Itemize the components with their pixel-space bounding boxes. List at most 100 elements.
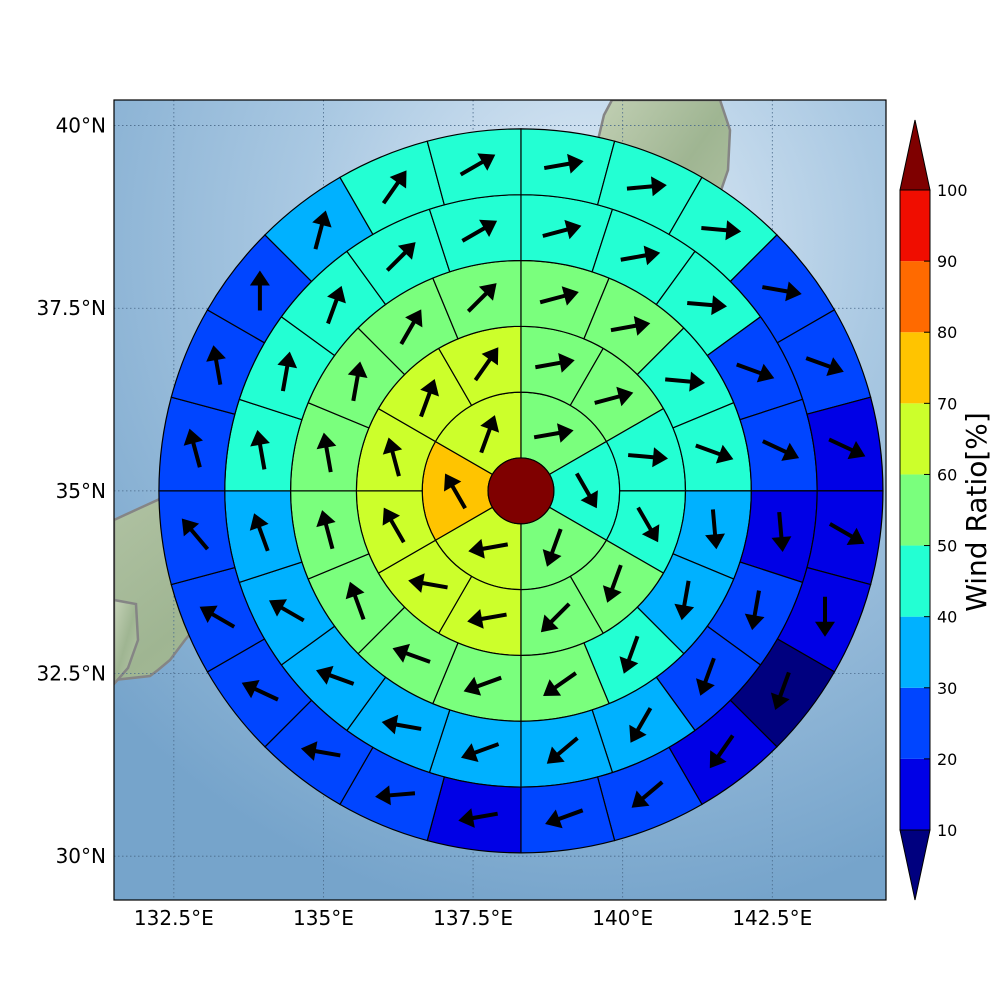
kyushu-fragment <box>114 598 140 686</box>
sector-cell <box>806 396 884 492</box>
y-tick-label: 40°N <box>56 114 106 138</box>
colorbar-bin <box>900 616 930 688</box>
wind-arrow <box>316 510 336 550</box>
colorbar-bin <box>900 261 930 333</box>
wind-arrow <box>736 362 775 383</box>
x-tick-label: 140°E <box>592 906 653 930</box>
wind-arrow <box>381 170 407 205</box>
map-panel <box>113 99 887 901</box>
colorbar-bin <box>900 687 930 759</box>
wind-arrow <box>701 220 742 241</box>
wind-arrow <box>419 379 439 418</box>
wind-arrow <box>533 423 574 443</box>
wind-arrow <box>828 522 865 545</box>
wind-arrow <box>181 518 210 551</box>
wind-arrow <box>629 707 653 743</box>
colorbar-tick-label: 40 <box>937 608 957 627</box>
wind-arrow <box>687 295 727 316</box>
wind-arrow <box>626 176 667 197</box>
wind-arrow <box>805 356 844 376</box>
wind-arrow <box>385 242 416 272</box>
wind-arrow <box>382 437 403 477</box>
colorbar-tick-label: 50 <box>937 537 957 556</box>
colorbar-bin <box>900 332 930 404</box>
wind-arrow <box>542 219 582 240</box>
wind-arrow <box>535 353 575 373</box>
wind-arrow <box>316 665 355 686</box>
wind-arrow <box>375 785 416 806</box>
colorbar-tick-label: 20 <box>937 750 957 769</box>
x-tick-label: 132.5°E <box>134 906 214 930</box>
wind-arrow <box>828 437 866 460</box>
wind-arrow <box>543 153 584 174</box>
colorbar-label: Wind Ratio[%] <box>960 412 993 612</box>
wind-arrow <box>347 361 368 402</box>
wind-arrow <box>631 780 664 808</box>
wind-arrow <box>408 573 448 593</box>
wind-arrow <box>444 473 467 510</box>
wind-arrow <box>312 210 332 250</box>
wind-arrow <box>381 714 422 735</box>
wind-arrow <box>269 599 305 623</box>
colorbar-tick-label: 60 <box>937 465 957 484</box>
colorbar-bin <box>900 545 930 617</box>
colorbar-extend-high <box>899 119 931 191</box>
x-tick-label: 137.5°E <box>433 906 513 930</box>
wind-arrow <box>326 285 346 325</box>
wind-arrow <box>199 605 236 629</box>
wind-arrow <box>594 386 634 407</box>
map-frame <box>113 99 887 901</box>
wind-arrow <box>744 590 765 631</box>
wind-arrow <box>300 741 341 761</box>
y-tick-label: 35°N <box>56 479 106 503</box>
wind-arrow <box>539 286 579 306</box>
wind-arrow <box>466 283 497 313</box>
wind-arrow <box>479 415 500 454</box>
y-tick-label: 30°N <box>56 844 106 868</box>
wind-arrow <box>545 808 584 829</box>
wind-arrow <box>461 742 500 762</box>
wind-arrow <box>610 316 651 336</box>
colorbar-bin <box>900 403 930 475</box>
wind-arrow <box>628 447 668 468</box>
wind-arrows <box>181 153 866 829</box>
wind-arrow <box>249 513 270 552</box>
colorbar-tick-label: 100 <box>937 181 968 200</box>
wind-arrow <box>459 153 496 177</box>
wind-arrow <box>543 671 577 696</box>
wind-arrow <box>695 443 734 464</box>
wind-arrow <box>619 635 640 674</box>
wind-arrow <box>473 347 499 382</box>
colorbar-tick-label: 70 <box>937 394 957 413</box>
wind-arrow <box>620 245 661 266</box>
wind-arrow <box>546 736 579 764</box>
colorbar-bin <box>900 190 930 262</box>
wind-arrow <box>458 808 498 828</box>
wind-arrow <box>709 734 735 769</box>
wind-arrow <box>762 281 802 302</box>
wind-arrow <box>399 309 423 345</box>
wind-arrow <box>636 506 660 543</box>
colorbar-tick-label: 30 <box>937 679 957 698</box>
wind-arrow <box>468 538 509 559</box>
wind-arrow <box>540 602 571 633</box>
wind-arrow <box>542 528 563 567</box>
wind-arrow <box>467 609 507 629</box>
wind-arrow <box>461 219 498 243</box>
y-tick-label: 37.5°N <box>37 296 107 320</box>
x-tick-label: 142.5°E <box>732 906 812 930</box>
wind-arrow <box>705 509 725 550</box>
wind-arrow <box>815 596 835 637</box>
y-tick-label: 32.5°N <box>37 662 107 686</box>
x-tick-label: 135°E <box>293 906 354 930</box>
colorbar-bin <box>900 758 930 830</box>
x-axis-ticks: 132.5°E 135°E 137.5°E 140°E 142.5°E <box>134 906 812 930</box>
wind-arrow <box>345 581 366 620</box>
colorbar-tick-label: 90 <box>937 252 957 271</box>
wind-arrow <box>463 675 502 696</box>
colorbar-extend-low <box>899 829 931 901</box>
colorbar-tick-label: 80 <box>937 323 957 342</box>
wind-arrow <box>665 371 705 392</box>
wind-arrow <box>250 430 270 470</box>
